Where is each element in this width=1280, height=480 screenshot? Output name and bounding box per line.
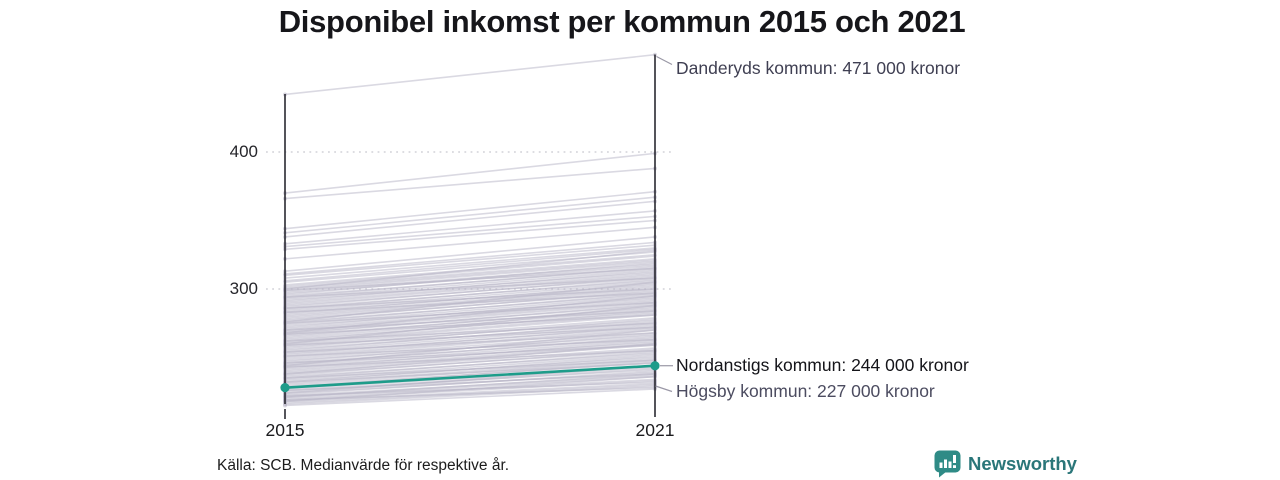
y-axis-tick-label-400: 400	[229, 142, 258, 161]
newsworthy-bars-icon	[934, 450, 961, 478]
x-axis-label-2015: 2015	[265, 420, 305, 440]
newsworthy-wordmark: Newsworthy	[968, 453, 1077, 474]
chart-title: Disponibel inkomst per kommun 2015 och 2…	[278, 4, 966, 39]
annotation-danderyd-max: Danderyds kommun: 471 000 kronor	[676, 58, 961, 78]
annotation-hogsby-min: Högsby kommun: 227 000 kronor	[676, 381, 935, 401]
annotation-nordanstig-highlight: Nordanstigs kommun: 244 000 kronor	[676, 355, 969, 375]
y-axis-tick-label-300: 300	[229, 279, 258, 298]
x-axis-label-2021: 2021	[635, 420, 675, 440]
source-note: Källa: SCB. Medianvärde för respektive å…	[217, 457, 510, 474]
newsworthy-logo: Newsworthy	[934, 450, 1077, 478]
